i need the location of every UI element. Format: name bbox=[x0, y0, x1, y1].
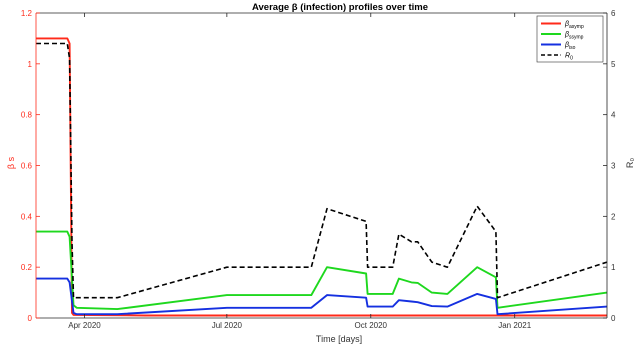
legend-entry-symbol: β bbox=[564, 42, 569, 49]
y-tick-label-left: 1 bbox=[28, 60, 33, 69]
legend-entry: βasymp bbox=[564, 21, 584, 30]
legend-entry: βssymp bbox=[564, 32, 584, 41]
y-axis-label-right: R₀ bbox=[625, 158, 635, 168]
x-tick-label: Jan 2021 bbox=[498, 321, 531, 330]
y-tick-label-left: 0.8 bbox=[21, 111, 33, 120]
legend-entry: R0 bbox=[565, 53, 573, 62]
legend-entry-subscript: ssymp bbox=[569, 35, 584, 41]
chart-title: Average β (infection) profiles over time bbox=[252, 2, 428, 13]
x-tick-label: Jul 2020 bbox=[212, 321, 243, 330]
y-tick-label-left: 0 bbox=[28, 314, 33, 323]
series-line-3 bbox=[36, 42, 608, 299]
x-axis-label: Time [days] bbox=[316, 334, 362, 344]
legend-entry-symbol: β bbox=[564, 21, 569, 28]
y-tick-label-right: 5 bbox=[611, 60, 616, 69]
y-tick-label-right: 0 bbox=[611, 314, 616, 323]
plot-area bbox=[36, 13, 607, 318]
y-tick-label-right: 6 bbox=[611, 9, 616, 18]
y-tick-label-left: 0.6 bbox=[21, 162, 33, 171]
legend-entry-symbol: β bbox=[564, 32, 569, 39]
series-line-0 bbox=[36, 37, 607, 317]
legend-entry: βiso bbox=[564, 42, 576, 51]
legend-entry-subscript: asymp bbox=[569, 24, 584, 30]
y-tick-label-left: 1.2 bbox=[21, 9, 33, 18]
x-tick-label: Oct 2020 bbox=[355, 321, 388, 330]
axes-group: Apr 2020 Jul 2020 Oct 2020 Jan 2021 0 0.2 0.4 0… bbox=[21, 9, 616, 330]
legend-entry-subscript: iso bbox=[569, 45, 576, 51]
x-tick-label: Apr 2020 bbox=[68, 321, 101, 330]
y-axis-label-left: β s bbox=[6, 156, 16, 169]
axes-frame-group bbox=[36, 13, 607, 318]
y-tick-label-left: 0.4 bbox=[21, 212, 33, 221]
series-line-1 bbox=[36, 230, 608, 311]
series-group bbox=[36, 37, 608, 317]
legend-entry-subscript: 0 bbox=[570, 56, 573, 62]
legend-entry-symbol: R bbox=[565, 53, 570, 60]
y-tick-label-left: 0.2 bbox=[21, 263, 33, 272]
series-line-2 bbox=[36, 277, 608, 316]
y-tick-label-right: 2 bbox=[611, 212, 616, 221]
y-tick-label-right: 3 bbox=[611, 162, 616, 171]
y-tick-label-right: 1 bbox=[611, 263, 616, 272]
y-tick-label-right: 4 bbox=[611, 111, 616, 120]
